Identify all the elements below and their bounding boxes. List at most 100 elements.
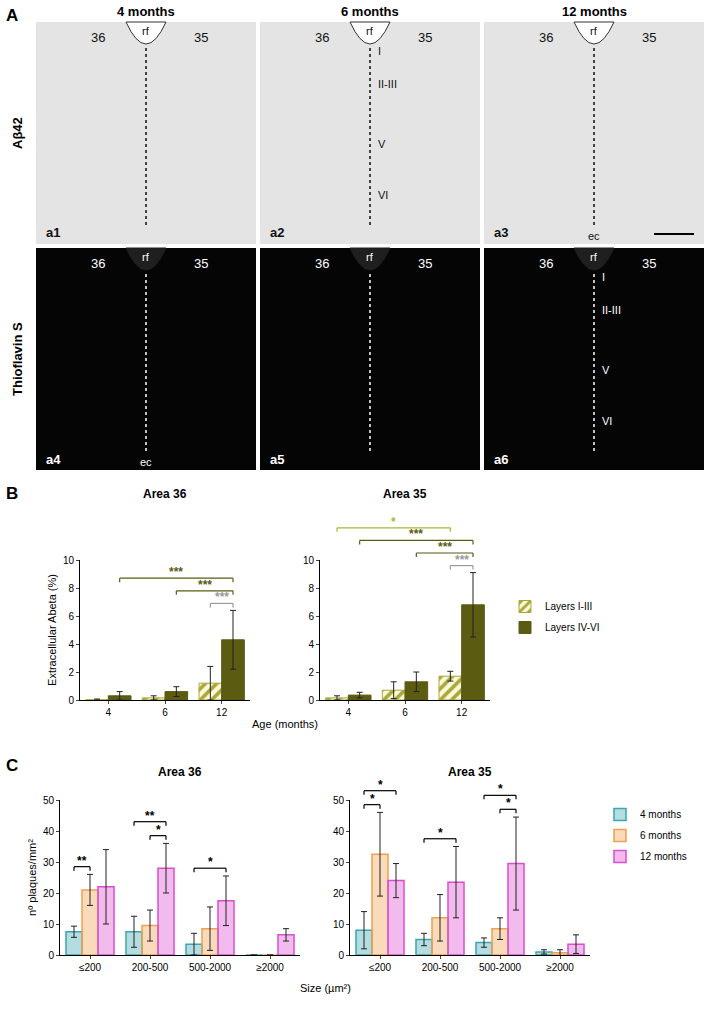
svg-text:I: I: [602, 271, 605, 283]
svg-text:**: **: [145, 809, 155, 823]
svg-text:6 months: 6 months: [341, 4, 399, 19]
svg-text:*: *: [391, 515, 396, 529]
svg-text:nº plaques/mm²: nº plaques/mm²: [26, 839, 38, 916]
svg-text:I: I: [378, 45, 381, 57]
svg-text:V: V: [378, 138, 386, 150]
svg-text:*: *: [498, 782, 503, 796]
svg-text:10: 10: [43, 919, 55, 930]
svg-text:II-III: II-III: [378, 78, 397, 90]
svg-text:0: 0: [68, 695, 74, 706]
svg-text:II-III: II-III: [602, 304, 621, 316]
svg-text:a3: a3: [494, 225, 508, 240]
svg-text:12 months: 12 months: [640, 851, 687, 862]
svg-text:***: ***: [455, 553, 469, 567]
svg-text:a5: a5: [270, 452, 284, 467]
svg-text:50: 50: [43, 795, 55, 806]
svg-text:*: *: [370, 792, 375, 806]
svg-text:500-2000: 500-2000: [189, 962, 232, 973]
svg-text:*: *: [156, 823, 161, 837]
svg-text:35: 35: [194, 30, 208, 45]
svg-text:2: 2: [308, 667, 314, 678]
svg-text:30: 30: [333, 857, 345, 868]
svg-text:0: 0: [338, 950, 344, 961]
svg-text:8: 8: [308, 583, 314, 594]
svg-text:40: 40: [333, 826, 345, 837]
svg-text:35: 35: [194, 256, 208, 271]
svg-text:4: 4: [68, 639, 74, 650]
svg-text:10: 10: [303, 555, 315, 566]
svg-text:0: 0: [48, 950, 54, 961]
svg-text:***: ***: [169, 565, 183, 579]
svg-text:a4: a4: [46, 452, 61, 467]
svg-text:36: 36: [539, 256, 553, 271]
svg-text:a2: a2: [270, 225, 284, 240]
svg-text:≤200: ≤200: [369, 962, 392, 973]
svg-text:Size (µm²): Size (µm²): [300, 982, 351, 994]
svg-text:a1: a1: [46, 225, 60, 240]
svg-text:12 months: 12 months: [562, 4, 627, 19]
svg-text:*: *: [506, 796, 511, 810]
svg-text:36: 36: [91, 256, 105, 271]
svg-text:Layers I-III: Layers I-III: [545, 601, 592, 612]
svg-text:35: 35: [642, 256, 656, 271]
svg-text:10: 10: [63, 555, 75, 566]
svg-text:VI: VI: [602, 415, 612, 427]
svg-text:6: 6: [308, 611, 314, 622]
svg-text:*: *: [438, 826, 443, 840]
svg-text:2: 2: [68, 667, 74, 678]
svg-text:4: 4: [106, 707, 112, 718]
svg-text:Extracellular Abeta (%): Extracellular Abeta (%): [46, 574, 58, 686]
svg-text:4 months: 4 months: [117, 4, 175, 19]
svg-text:*: *: [208, 855, 213, 869]
svg-text:36: 36: [315, 30, 329, 45]
svg-text:35: 35: [418, 30, 432, 45]
svg-text:A: A: [6, 6, 18, 25]
svg-text:4 months: 4 months: [640, 809, 681, 820]
svg-text:≤200: ≤200: [79, 962, 102, 973]
svg-text:Area 35: Area 35: [448, 765, 492, 779]
svg-text:500-2000: 500-2000: [479, 962, 522, 973]
svg-text:10: 10: [333, 919, 345, 930]
svg-text:Thioflavin S: Thioflavin S: [10, 322, 25, 396]
svg-text:20: 20: [43, 888, 55, 899]
svg-text:35: 35: [418, 256, 432, 271]
svg-text:6: 6: [68, 611, 74, 622]
svg-text:rf: rf: [590, 25, 598, 37]
svg-text:***: ***: [409, 527, 423, 541]
svg-text:Area 35: Area 35: [383, 487, 427, 501]
svg-text:**: **: [77, 854, 87, 868]
svg-text:0: 0: [308, 695, 314, 706]
svg-text:4: 4: [308, 639, 314, 650]
svg-text:rf: rf: [142, 25, 150, 37]
svg-text:ec: ec: [140, 456, 152, 468]
svg-text:40: 40: [43, 826, 55, 837]
svg-text:12: 12: [456, 707, 468, 718]
svg-text:a6: a6: [494, 452, 508, 467]
svg-text:6: 6: [402, 707, 408, 718]
svg-text:rf: rf: [366, 25, 374, 37]
svg-text:ec: ec: [588, 230, 600, 242]
svg-text:rf: rf: [142, 251, 150, 263]
svg-text:***: ***: [438, 540, 452, 554]
svg-text:≥2000: ≥2000: [546, 962, 574, 973]
svg-text:36: 36: [91, 30, 105, 45]
svg-text:200-500: 200-500: [422, 962, 459, 973]
svg-text:Area 36: Area 36: [143, 487, 187, 501]
svg-text:200-500: 200-500: [132, 962, 169, 973]
svg-text:C: C: [6, 756, 18, 775]
svg-text:35: 35: [642, 30, 656, 45]
svg-text:rf: rf: [366, 251, 374, 263]
svg-text:6 months: 6 months: [640, 830, 681, 841]
svg-text:30: 30: [43, 857, 55, 868]
svg-text:36: 36: [315, 256, 329, 271]
svg-text:***: ***: [198, 578, 212, 592]
svg-text:8: 8: [68, 583, 74, 594]
svg-text:VI: VI: [378, 189, 388, 201]
svg-text:*: *: [378, 778, 383, 792]
svg-text:rf: rf: [590, 251, 598, 263]
svg-text:12: 12: [216, 707, 228, 718]
svg-text:Layers IV-VI: Layers IV-VI: [545, 622, 599, 633]
svg-text:Age (months): Age (months): [252, 718, 318, 730]
svg-text:Area 36: Area 36: [158, 765, 202, 779]
svg-text:36: 36: [539, 30, 553, 45]
